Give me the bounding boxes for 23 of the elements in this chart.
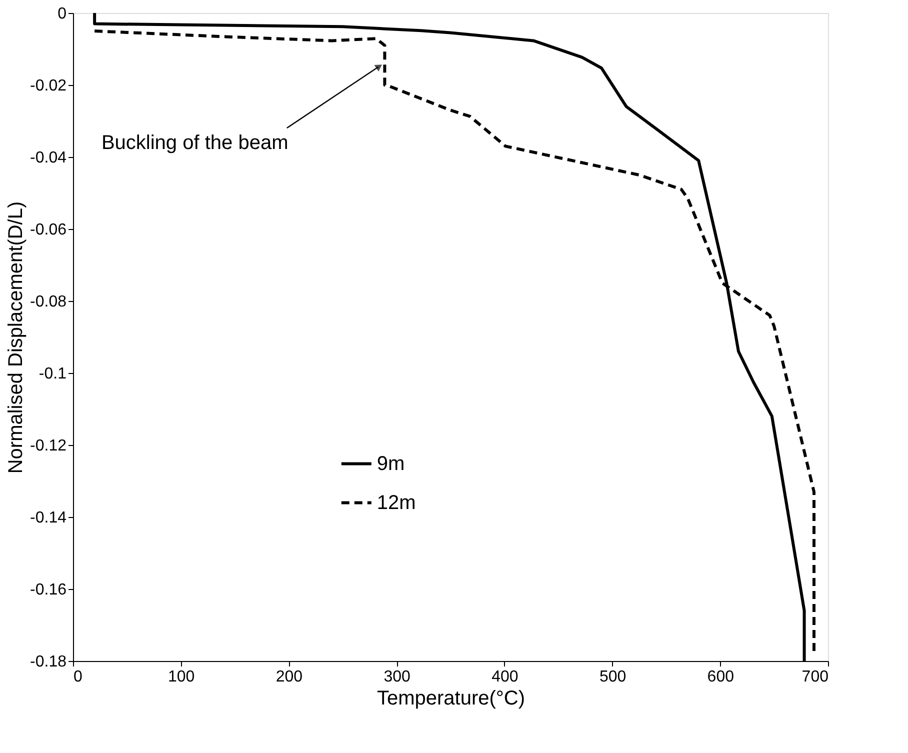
y-tick-label: 0: [58, 6, 67, 22]
y-tick-label: -0.02: [30, 78, 67, 94]
annotation: Buckling of the beam: [101, 132, 288, 154]
y-axis-title: Normalised Displacement(D/L): [5, 201, 28, 474]
legend-label: 9m: [376, 452, 405, 475]
x-tick-label: 0: [74, 668, 82, 686]
x-tick-label: 100: [168, 668, 195, 686]
x-tick-label: 500: [599, 668, 626, 686]
x-tick-label: 700: [802, 668, 829, 686]
x-tick-label: 600: [707, 668, 734, 686]
x-tick-label: 200: [276, 668, 303, 686]
y-tick-label: -0.06: [30, 222, 67, 238]
y-tick-label: -0.04: [30, 150, 67, 166]
x-axis-title: Temperature(°C): [376, 688, 526, 710]
y-tick-label: -0.08: [30, 294, 67, 310]
y-tick-label: -0.14: [30, 510, 67, 526]
y-tick-label: -0.12: [30, 438, 67, 454]
y-tick-label: -0.1: [38, 366, 67, 382]
legend-label: 12m: [376, 492, 416, 514]
y-tick-label: -0.16: [30, 582, 67, 598]
y-tick-label: -0.18: [30, 654, 67, 670]
x-tick-label: 400: [492, 668, 518, 686]
x-tick-label: 300: [384, 668, 411, 686]
